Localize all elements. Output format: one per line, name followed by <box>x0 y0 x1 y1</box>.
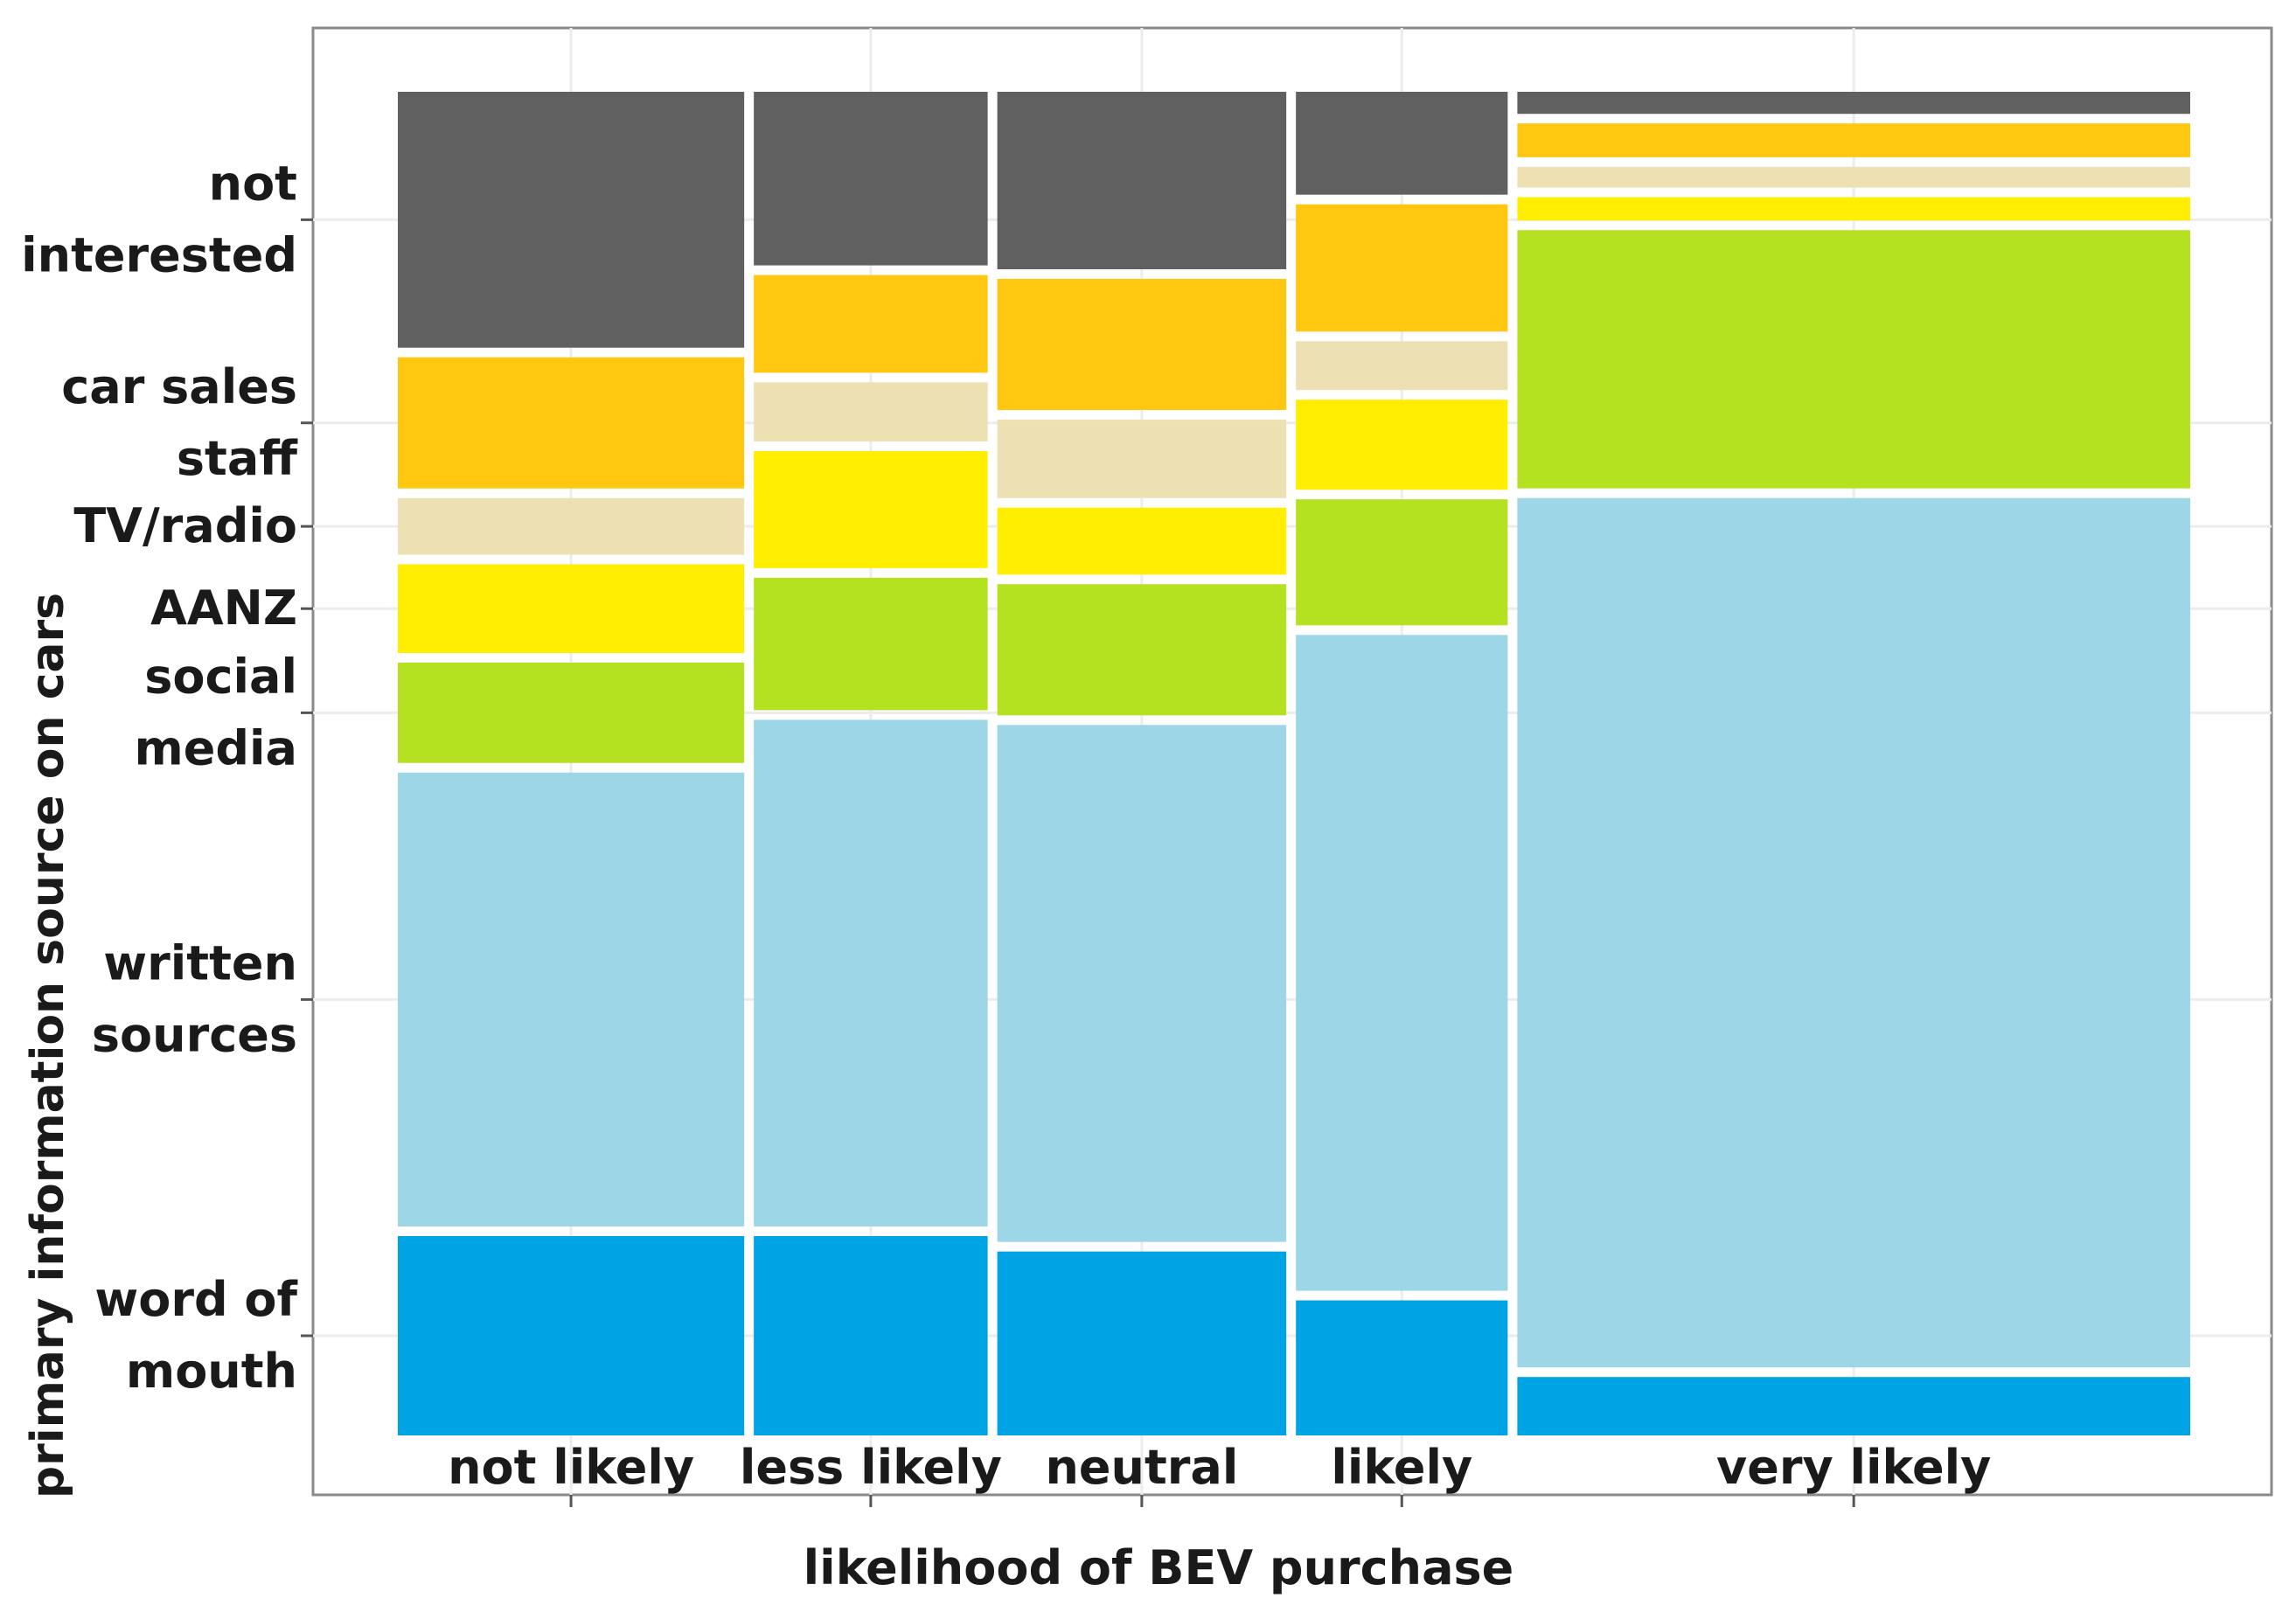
y-tick-label-aanz: AANZ <box>150 580 297 636</box>
cell-neutral-not-interested <box>997 92 1287 269</box>
cell-likely-aanz <box>1296 400 1508 490</box>
cell-likely-word-of-mouth <box>1296 1300 1508 1435</box>
cell-neutral-written-sources <box>997 725 1287 1242</box>
cell-not-likely-aanz <box>398 564 745 653</box>
y-tick-label-word-of-mouth: mouth <box>126 1344 297 1399</box>
cell-neutral-tv-radio <box>997 420 1287 498</box>
y-tick-label-social-media: social <box>144 649 297 704</box>
cell-very-likely-car-sales-staff <box>1517 123 2190 157</box>
cell-neutral-aanz <box>997 507 1287 575</box>
cell-less-likely-written-sources <box>754 719 988 1226</box>
cell-very-likely-aanz <box>1517 197 2190 221</box>
x-tick-label-neutral: neutral <box>1045 1440 1238 1495</box>
y-tick-label-car-sales-staff: car sales <box>61 359 297 414</box>
cell-not-likely-social-media <box>398 662 745 763</box>
cell-very-likely-social-media <box>1517 230 2190 489</box>
x-axis-title: likelihood of BEV purchase <box>804 1540 1514 1595</box>
y-tick-label-car-sales-staff: staff <box>177 431 298 486</box>
y-tick-label-written-sources: sources <box>92 1007 297 1062</box>
y-category-labels: word of mouth written sources social media AAN… <box>21 156 298 1399</box>
x-tick-label-very-likely: very likely <box>1716 1440 1991 1495</box>
cell-less-likely-word-of-mouth <box>754 1235 988 1435</box>
cell-neutral-social-media <box>997 584 1287 716</box>
cell-likely-tv-radio <box>1296 341 1508 391</box>
cell-less-likely-tv-radio <box>754 382 988 442</box>
y-tick-label-not-interested: not <box>209 156 297 211</box>
y-tick-label-social-media: media <box>135 720 298 775</box>
y-tick-label-tv-radio: TV/radio <box>73 498 297 553</box>
cell-neutral-word-of-mouth <box>997 1251 1287 1435</box>
cell-less-likely-car-sales-staff <box>754 274 988 373</box>
cell-less-likely-aanz <box>754 451 988 568</box>
cell-not-likely-written-sources <box>398 772 745 1226</box>
cell-likely-written-sources <box>1296 635 1508 1291</box>
cell-very-likely-written-sources <box>1517 497 2190 1368</box>
x-tick-label-likely: likely <box>1331 1440 1472 1495</box>
cell-less-likely-social-media <box>754 577 988 711</box>
cell-not-likely-car-sales-staff <box>398 357 745 489</box>
cell-neutral-car-sales-staff <box>997 278 1287 411</box>
cell-not-likely-word-of-mouth <box>398 1235 745 1435</box>
x-category-labels: not likely less likely neutral likely very l… <box>448 1440 1991 1495</box>
cell-likely-not-interested <box>1296 92 1508 195</box>
y-tick-label-written-sources: written <box>103 935 297 990</box>
y-tick-label-not-interested: interested <box>21 227 297 282</box>
cell-not-likely-not-interested <box>398 92 745 348</box>
y-axis-ticks <box>301 218 313 1338</box>
cell-very-likely-tv-radio <box>1517 166 2190 188</box>
cell-not-likely-tv-radio <box>398 497 745 555</box>
y-axis-title: primary information source on cars <box>22 593 74 1498</box>
cell-likely-car-sales-staff <box>1296 204 1508 332</box>
x-axis-ticks <box>569 1495 1855 1507</box>
cell-likely-social-media <box>1296 499 1508 626</box>
cell-very-likely-not-interested <box>1517 92 2190 115</box>
cell-very-likely-word-of-mouth <box>1517 1377 2190 1435</box>
mosaic-cells <box>398 92 2190 1435</box>
y-tick-label-word-of-mouth: word of <box>94 1272 297 1327</box>
x-tick-label-less-likely: less likely <box>740 1440 1002 1495</box>
x-tick-label-not-likely: not likely <box>448 1440 694 1495</box>
cell-less-likely-not-interested <box>754 92 988 266</box>
